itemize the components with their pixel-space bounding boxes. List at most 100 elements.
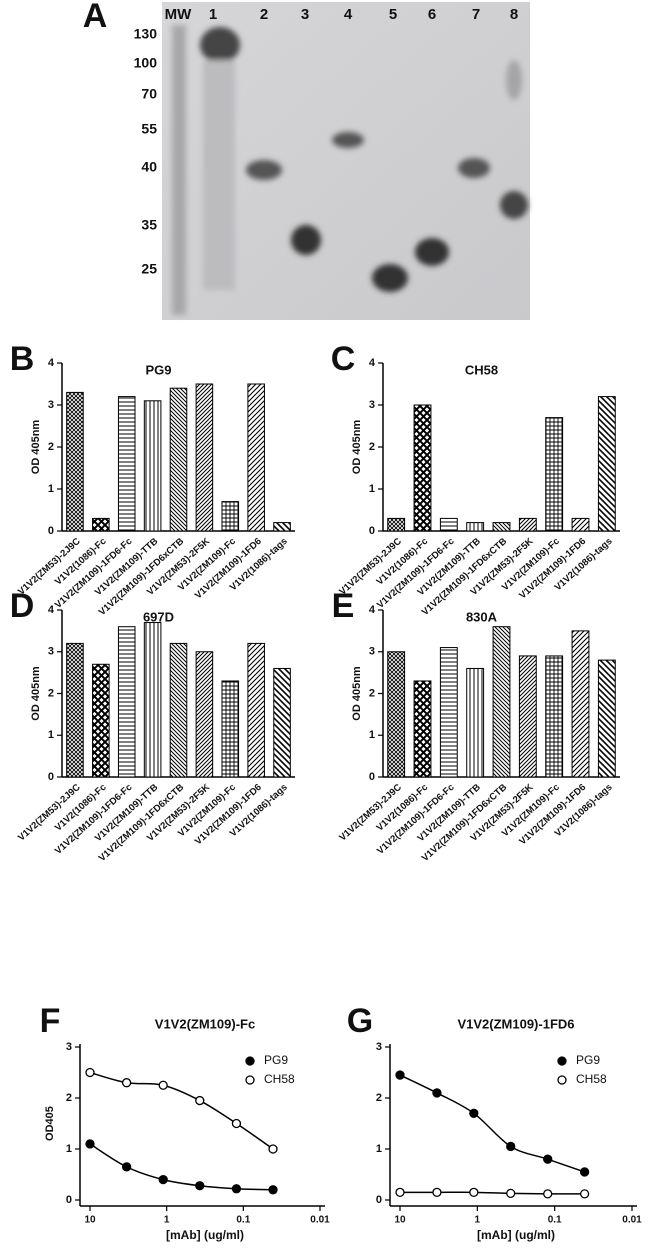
lane-label: 1 <box>209 6 217 23</box>
panel-label: C <box>331 340 356 378</box>
y-tick-label: 2 <box>376 1092 382 1104</box>
legend-label: CH58 <box>264 1072 295 1086</box>
bar <box>571 630 590 778</box>
y-axis-label: OD405 <box>44 1106 56 1141</box>
y-tick-label: 0 <box>66 1194 72 1206</box>
y-tick-label: 4 <box>369 604 376 616</box>
bar <box>195 651 214 778</box>
legend-marker <box>557 1056 567 1066</box>
bar <box>169 387 188 532</box>
data-point <box>395 1187 405 1197</box>
series-line <box>89 1071 274 1150</box>
data-point <box>543 1154 553 1164</box>
bar <box>66 642 84 778</box>
chart-title: 830A <box>466 609 498 624</box>
legend-label: PG9 <box>576 1053 600 1067</box>
bar <box>439 647 458 778</box>
panel-label: A <box>83 0 108 35</box>
y-tick-label: 1 <box>48 483 54 495</box>
data-point <box>268 1185 278 1195</box>
legend-marker <box>245 1075 255 1085</box>
bar <box>518 517 537 532</box>
data-point <box>469 1108 479 1118</box>
bar <box>387 651 406 778</box>
bar <box>545 417 564 532</box>
y-tick-label: 1 <box>369 729 375 741</box>
series-line <box>400 1191 585 1195</box>
data-point <box>469 1187 479 1197</box>
bar <box>247 642 265 778</box>
data-point <box>121 1162 132 1172</box>
series-line <box>399 1074 585 1173</box>
bar <box>439 517 458 532</box>
x-tick-label: 0.1 <box>236 1215 250 1226</box>
mw-label: 35 <box>141 217 157 233</box>
data-point <box>195 1181 205 1191</box>
y-tick-label: 2 <box>48 441 54 453</box>
chart-title: CH58 <box>465 362 498 377</box>
y-tick-label: 3 <box>48 399 54 411</box>
bar <box>169 642 188 778</box>
chart-title: V1V2(ZM109)-Fc <box>155 1016 255 1031</box>
mw-label: 130 <box>134 26 158 42</box>
bar <box>413 680 432 778</box>
y-tick-label: 0 <box>369 771 375 783</box>
data-point <box>85 1139 95 1149</box>
bar <box>117 396 136 532</box>
data-point <box>85 1067 95 1078</box>
data-point <box>432 1088 442 1098</box>
bar <box>545 655 564 778</box>
y-tick-label: 0 <box>48 525 54 537</box>
bar <box>92 517 110 532</box>
y-tick-label: 0 <box>48 771 54 783</box>
y-tick-label: 0 <box>369 525 375 537</box>
bar <box>117 626 136 778</box>
x-tick-label: 10 <box>394 1215 406 1226</box>
y-axis-label: OD 405nm <box>351 666 363 721</box>
y-tick-label: 4 <box>369 357 376 369</box>
lane-label: 4 <box>344 6 353 23</box>
mw-label: 40 <box>141 159 157 175</box>
data-point <box>121 1078 132 1088</box>
chart-title: V1V2(ZM109)-1FD6 <box>457 1016 574 1031</box>
bar <box>597 396 616 532</box>
data-point <box>158 1174 168 1185</box>
y-axis-label: OD 405nm <box>30 666 42 721</box>
data-point <box>395 1070 405 1080</box>
bar <box>143 622 162 778</box>
y-tick-label: 2 <box>48 687 54 699</box>
data-point <box>195 1095 205 1106</box>
bar <box>518 655 537 778</box>
y-tick-label: 2 <box>66 1092 72 1104</box>
data-point <box>158 1080 168 1090</box>
data-point <box>268 1144 278 1154</box>
y-tick-label: 3 <box>376 1041 382 1053</box>
gel-header: MW <box>165 6 192 23</box>
mw-label: 25 <box>141 261 157 277</box>
data-point <box>231 1118 242 1129</box>
bar <box>466 522 485 532</box>
lane-label: 3 <box>301 6 309 23</box>
x-tick-label: 10 <box>84 1215 96 1226</box>
x-axis-label: [mAb] (ug/ml) <box>166 1228 244 1242</box>
x-tick-label: 1 <box>164 1215 170 1226</box>
bar <box>492 522 511 532</box>
panel-label: B <box>10 340 35 378</box>
legend-marker <box>245 1056 255 1066</box>
gel-bands <box>172 25 528 315</box>
lane-label: 7 <box>472 6 480 23</box>
bar <box>195 383 214 532</box>
lane-label: 2 <box>260 6 268 23</box>
y-tick-label: 1 <box>48 729 54 741</box>
x-tick-label: 0.01 <box>310 1215 330 1226</box>
legend-label: CH58 <box>576 1072 607 1086</box>
panel-label: G <box>347 1002 373 1040</box>
data-point <box>543 1189 553 1199</box>
bar <box>273 667 291 778</box>
legend-marker <box>557 1075 567 1085</box>
y-axis-label: OD 405nm <box>351 420 363 475</box>
data-point <box>579 1167 590 1177</box>
y-axis-label: OD 405nm <box>30 420 42 475</box>
series-line <box>89 1143 274 1191</box>
